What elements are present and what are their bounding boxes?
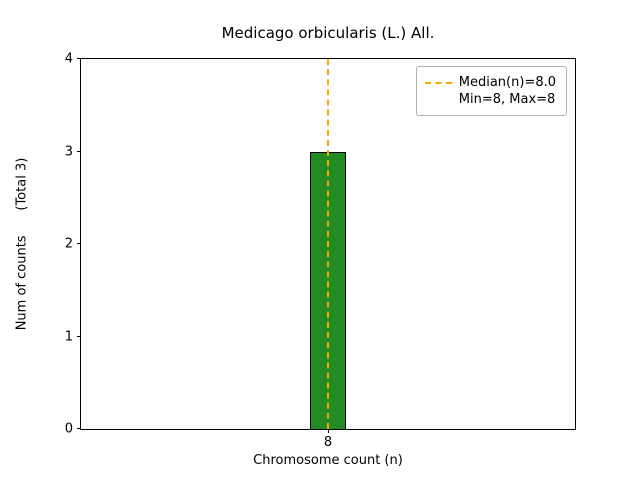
legend-label: Min=8, Max=8 <box>458 92 556 107</box>
legend-label: Median(n)=8.0 <box>458 75 556 90</box>
y-tick-label: 1 <box>64 329 73 344</box>
y-tick-label: 2 <box>64 236 73 252</box>
y-tick-mark <box>77 243 81 244</box>
y-axis-label: Num of counts (Total 3) <box>14 157 30 331</box>
chart-title: Medicago orbicularis (L.) All. <box>221 24 435 42</box>
median-line <box>327 59 329 429</box>
plot-area: 0 1 2 3 4 8 Median(n)=8.0 Min=8, Max=8 <box>65 53 576 449</box>
y-tick-mark <box>77 58 81 59</box>
y-tick-label: 4 <box>64 51 73 67</box>
y-tick-mark <box>77 428 81 429</box>
x-axis-label: Chromosome count (n) <box>253 453 403 468</box>
x-tick-mark <box>328 429 329 433</box>
legend-row: Median(n)=8.0 <box>424 75 556 90</box>
y-tick-label: 0 <box>64 421 73 437</box>
x-tick-label: 8 <box>323 435 333 450</box>
dashed-line-icon <box>424 81 452 84</box>
legend-row: Min=8, Max=8 <box>425 92 556 107</box>
y-tick-label: 3 <box>64 144 73 159</box>
legend: Median(n)=8.0 Min=8, Max=8 <box>415 66 567 116</box>
y-tick-mark <box>77 335 81 337</box>
y-tick-mark <box>77 150 81 152</box>
